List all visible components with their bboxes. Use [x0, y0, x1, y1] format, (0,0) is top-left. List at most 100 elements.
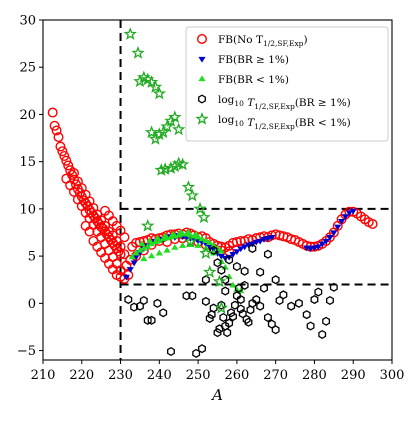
- data-point: [139, 295, 148, 306]
- data-point: [268, 235, 276, 241]
- data-point: [260, 283, 268, 293]
- data-point: [232, 291, 241, 301]
- data-point: [241, 244, 249, 251]
- data-point: [197, 210, 211, 224]
- data-point: [322, 316, 331, 326]
- data-point: [146, 237, 154, 244]
- data-point: [256, 267, 265, 277]
- data-point: [144, 125, 159, 139]
- data-point: [193, 201, 207, 215]
- data-point: [205, 313, 214, 323]
- x-tick-label: 290: [341, 368, 366, 383]
- legend-label: FB(BR ≥ 1%): [218, 54, 289, 66]
- data-point: [123, 27, 137, 40]
- legend-marker: [196, 34, 207, 45]
- legend-entry: FB(BR < 1%): [198, 74, 289, 86]
- x-tick-label: 300: [380, 368, 405, 383]
- data-point: [236, 295, 245, 305]
- data-point: [215, 324, 224, 334]
- data-point: [63, 160, 74, 171]
- y-tick-label: 15: [19, 155, 36, 170]
- data-point: [158, 162, 172, 175]
- data-point: [302, 310, 311, 320]
- data-point: [225, 318, 234, 328]
- data-point: [231, 236, 242, 247]
- data-point: [140, 218, 155, 232]
- data-point: [240, 266, 249, 276]
- data-point: [225, 254, 233, 261]
- data-point: [209, 303, 218, 313]
- data-point: [306, 321, 315, 331]
- data-point: [201, 296, 210, 306]
- data-point: [126, 267, 134, 273]
- x-axis-label: A: [210, 386, 223, 404]
- data-point: [188, 291, 197, 301]
- data-point: [55, 141, 66, 152]
- data-point: [214, 301, 229, 314]
- data-point: [160, 119, 174, 133]
- legend-marker: [198, 94, 206, 104]
- data-point: [185, 188, 199, 202]
- data-point: [217, 247, 225, 254]
- legend-box: [185, 26, 389, 142]
- plot-frame: [42, 19, 393, 361]
- data-point: [177, 228, 185, 235]
- data-point: [167, 346, 175, 357]
- data-point: [194, 242, 202, 248]
- data-point: [155, 249, 163, 256]
- x-tick-label: 260: [224, 368, 249, 383]
- data-point: [122, 274, 130, 281]
- data-point: [119, 273, 130, 284]
- data-point: [318, 241, 326, 248]
- data-point: [248, 244, 257, 254]
- data-point: [206, 239, 214, 246]
- y-tick-label: 30: [19, 14, 36, 29]
- legend-entry: log10 T1/2,SF,Exp(BR ≥ 1%): [198, 94, 351, 111]
- data-point: [326, 295, 334, 306]
- y-tick-label: 25: [19, 61, 36, 76]
- data-point: [263, 312, 272, 323]
- data-point: [136, 246, 144, 253]
- data-point: [203, 265, 217, 278]
- data-point: [138, 240, 146, 246]
- data-point: [367, 218, 378, 229]
- data-point: [326, 235, 334, 241]
- data-point: [147, 315, 156, 325]
- data-point: [192, 348, 201, 358]
- data-point: [156, 125, 170, 139]
- data-point: [132, 249, 140, 256]
- data-point: [154, 163, 168, 176]
- data-point: [175, 157, 190, 171]
- data-point: [232, 261, 241, 272]
- legend-marker: [195, 111, 209, 125]
- data-point: [217, 253, 225, 260]
- data-point: [252, 295, 261, 305]
- data-point: [318, 329, 327, 340]
- legend-label: log10 T1/2,SF,Exp(BR ≥ 1%): [218, 94, 351, 111]
- data-point: [223, 328, 232, 338]
- data-point: [164, 161, 178, 174]
- data-point: [113, 246, 124, 257]
- data-point: [271, 325, 280, 335]
- data-point: [115, 241, 126, 252]
- data-point: [240, 280, 249, 290]
- data-point: [47, 107, 58, 118]
- data-point: [163, 246, 171, 253]
- data-point: [84, 226, 95, 237]
- y-tick-label: 0: [28, 297, 36, 312]
- data-point: [148, 80, 163, 93]
- x-tick-label: 240: [147, 368, 172, 383]
- data-point: [59, 150, 70, 161]
- data-point: [314, 287, 323, 297]
- data-point: [169, 230, 177, 237]
- data-point: [310, 295, 319, 305]
- data-point: [183, 234, 198, 248]
- y-tick-label: 20: [19, 108, 36, 123]
- data-point: [334, 224, 342, 231]
- data-point: [179, 242, 187, 248]
- data-point: [213, 328, 222, 338]
- data-point: [153, 298, 162, 308]
- legend-marker: [198, 56, 206, 63]
- data-point: [314, 244, 322, 251]
